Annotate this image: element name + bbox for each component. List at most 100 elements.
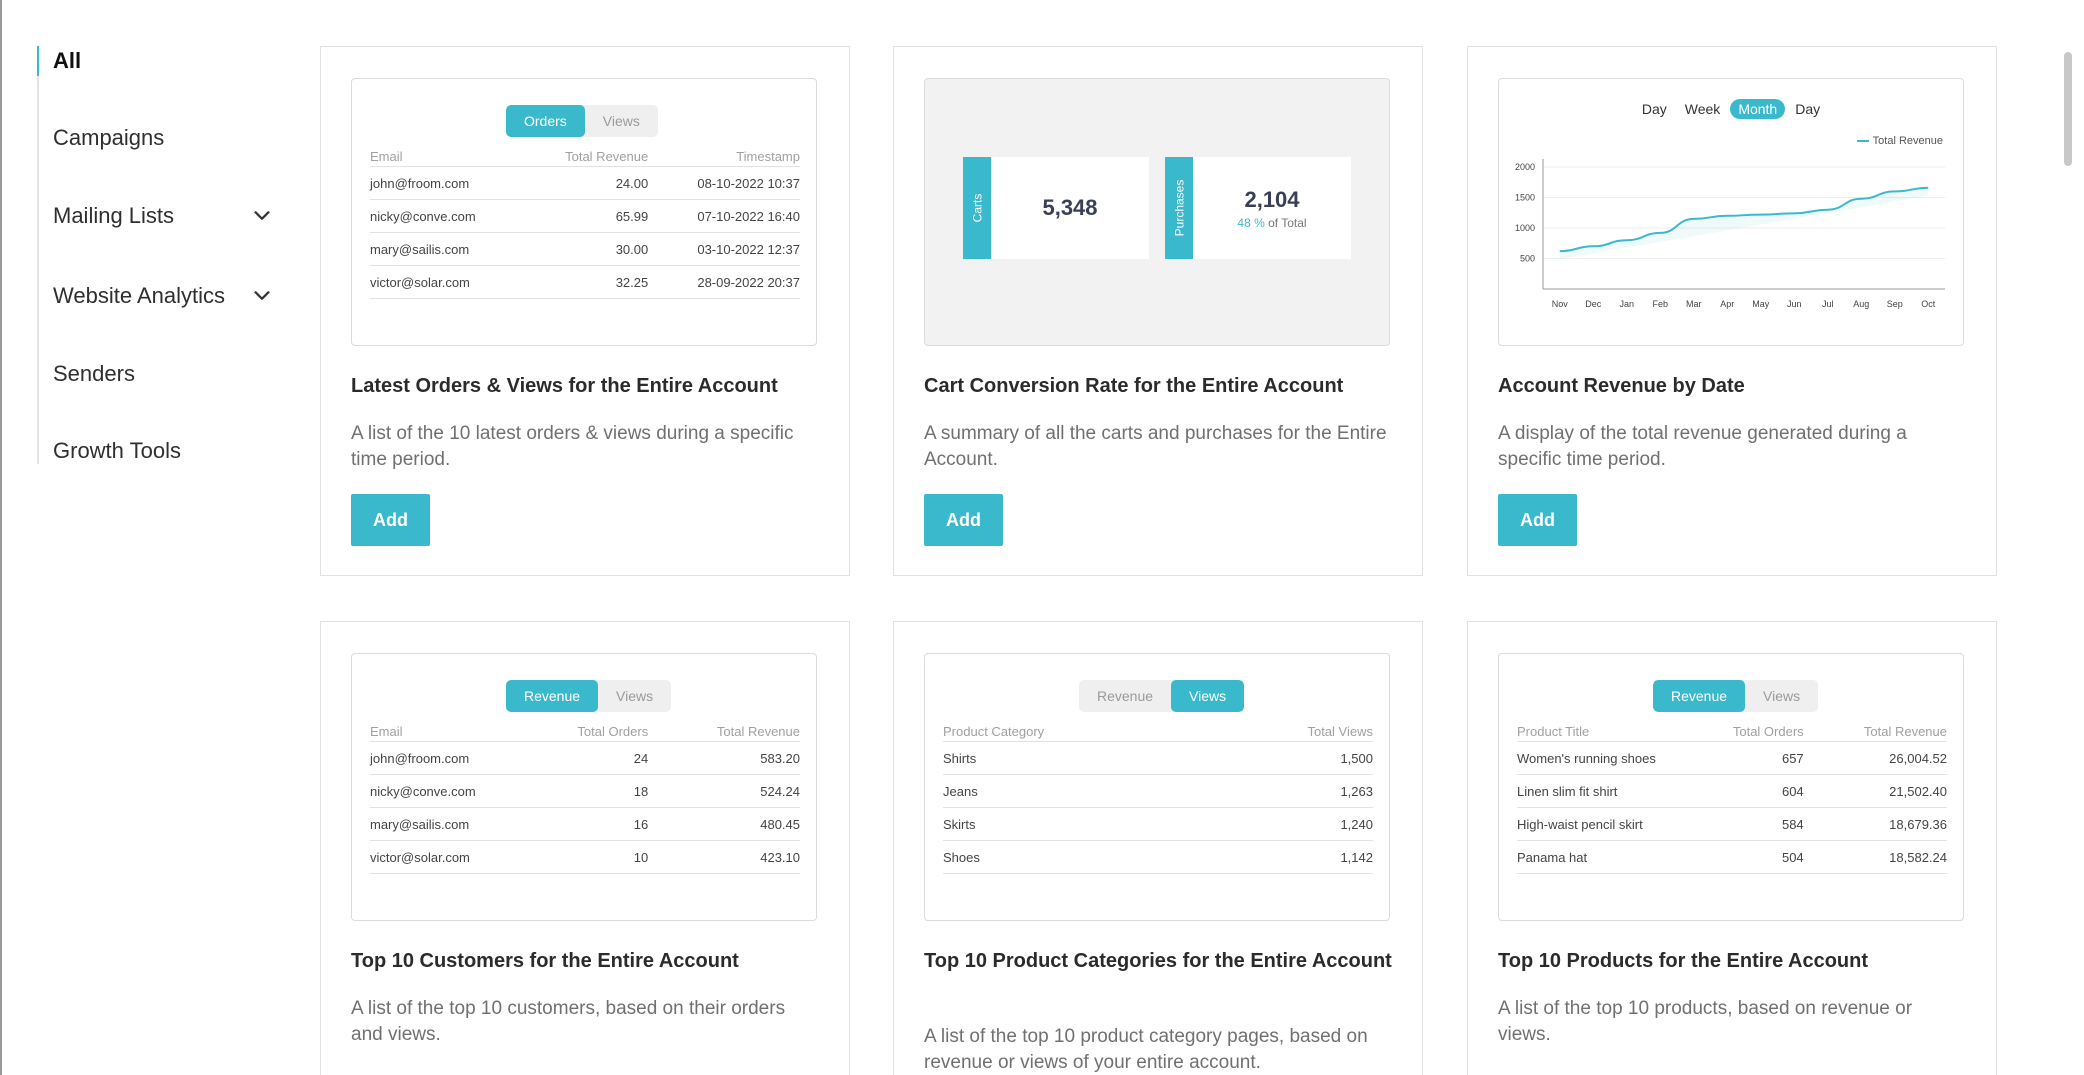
cell-revenue: 30.00	[615, 241, 649, 257]
carts-box: Carts 5,348	[963, 157, 1149, 259]
carts-value: 5,348	[1042, 195, 1098, 220]
legend-label: Total Revenue	[1872, 135, 1943, 147]
cell-orders: 16	[633, 816, 649, 832]
tab-day-2[interactable]: Day	[1795, 101, 1821, 117]
toggle-views[interactable]: Views	[602, 113, 640, 129]
toggle-orders[interactable]: Orders	[506, 105, 585, 137]
table-row: Skirts 1,240	[943, 808, 1373, 841]
x-tick-label: Feb	[1652, 299, 1668, 309]
percent-value: 48 %	[1237, 215, 1265, 230]
page-scrollbar[interactable]	[2064, 52, 2072, 166]
column-header: Total Revenue	[1863, 724, 1947, 739]
chevron-down-icon[interactable]	[251, 205, 273, 227]
cell-email: john@froom.com	[370, 750, 470, 766]
preview-latest-orders: Orders Views Email Total Revenue Timesta…	[351, 78, 817, 346]
card-title: Top 10 Product Categories for the Entire…	[924, 950, 1392, 972]
chart-period-tabs: Day Week Month Day	[1499, 99, 1963, 119]
revenue-views-toggle: Revenue Views	[1079, 680, 1245, 712]
table-row: Panama hat 504 18,582.24	[1517, 841, 1947, 874]
y-tick-label: 500	[1520, 254, 1535, 264]
card-latest-orders: Orders Views Email Total Revenue Timesta…	[320, 46, 850, 576]
toggle-views[interactable]: Views	[1763, 688, 1801, 704]
table-row: Shirts 1,500	[943, 742, 1373, 775]
card-description: A list of the 10 latest orders & views d…	[351, 423, 794, 470]
tab-week[interactable]: Week	[1684, 101, 1721, 117]
cell-product: Women's running shoes	[1517, 750, 1656, 766]
x-tick-label: Aug	[1853, 299, 1869, 309]
orders-views-toggle: Orders Views	[506, 105, 658, 137]
toggle-views[interactable]: Views	[1171, 680, 1245, 712]
column-header: Timestamp	[736, 149, 800, 164]
column-header: Total Revenue	[565, 149, 649, 164]
toggle-revenue[interactable]: Revenue	[506, 680, 599, 712]
cell-category: Jeans	[943, 783, 978, 799]
toggle-revenue[interactable]: Revenue	[1653, 680, 1746, 712]
column-header: Total Orders	[577, 724, 649, 739]
toggle-views[interactable]: Views	[616, 688, 654, 704]
legend-swatch	[1856, 140, 1869, 142]
cell-views: 1,240	[1340, 816, 1373, 832]
cell-revenue: 524.24	[760, 783, 800, 799]
add-button[interactable]: Add	[924, 494, 1003, 546]
column-header: Total Views	[1307, 724, 1373, 739]
x-tick-label: May	[1752, 299, 1770, 309]
cell-views: 1,263	[1340, 783, 1373, 799]
cell-email: nicky@conve.com	[370, 783, 476, 799]
sidebar-item-mailing-lists[interactable]: Mailing Lists	[53, 201, 273, 231]
x-tick-label: Jul	[1822, 299, 1834, 309]
cell-email: mary@sailis.com	[370, 241, 470, 257]
cell-revenue: 18,582.24	[1889, 849, 1947, 865]
cell-orders: 18	[633, 783, 649, 799]
sidebar-item-growth-tools[interactable]: Growth Tools	[53, 436, 273, 466]
sidebar-item-senders[interactable]: Senders	[53, 359, 273, 389]
sidebar-item-label: Senders	[53, 361, 135, 386]
sidebar: All Campaigns Mailing Lists Website Anal…	[37, 46, 287, 464]
series-line-total-revenue	[1559, 186, 1929, 253]
x-tick-label: Jun	[1787, 299, 1802, 309]
window-edge	[0, 0, 2, 1075]
sidebar-item-label: Mailing Lists	[53, 203, 175, 228]
cell-timestamp: 08-10-2022 10:37	[697, 175, 800, 191]
tab-day[interactable]: Day	[1641, 101, 1667, 117]
orders-table: Email Total Revenue Timestamp john@froom…	[370, 147, 800, 299]
card-top-products: Revenue Views Product Title Total Orders…	[1467, 621, 1997, 1075]
y-tick-label: 1500	[1515, 193, 1535, 203]
chevron-down-icon[interactable]	[251, 285, 273, 307]
sidebar-item-campaigns[interactable]: Campaigns	[53, 123, 273, 153]
card-description: A list of the top 10 product category pa…	[924, 1026, 1368, 1073]
percent-suffix: of Total	[1268, 215, 1307, 230]
x-tick-label: Mar	[1686, 299, 1702, 309]
cell-revenue: 480.45	[760, 816, 800, 832]
column-header: Email	[370, 149, 403, 164]
cell-revenue: 26,004.52	[1889, 750, 1947, 766]
cell-views: 1,500	[1340, 750, 1373, 766]
table-row: victor@solar.com 32.25 28-09-2022 20:37	[370, 266, 800, 299]
card-top-customers: Revenue Views Email Total Orders Total R…	[320, 621, 850, 1075]
table-row: victor@solar.com 10 423.10	[370, 841, 800, 874]
tab-month[interactable]: Month	[1730, 99, 1786, 119]
cell-revenue: 21,502.40	[1889, 783, 1947, 799]
purchases-box: Purchases 2,104 48 % of Total	[1165, 157, 1351, 259]
cell-category: Shoes	[943, 849, 980, 865]
card-top-categories: Revenue Views Product Category Total Vie…	[893, 621, 1423, 1075]
table-row: mary@sailis.com 30.00 03-10-2022 12:37	[370, 233, 800, 266]
table-row: Linen slim fit shirt 604 21,502.40	[1517, 775, 1947, 808]
card-revenue-by-date: Day Week Month Day Total Revenue 500 1000…	[1467, 46, 1997, 576]
cell-email: victor@solar.com	[370, 274, 470, 290]
cell-timestamp: 07-10-2022 16:40	[697, 208, 800, 224]
card-description: A summary of all the carts and purchases…	[924, 423, 1387, 470]
table-row: john@froom.com 24 583.20	[370, 742, 800, 775]
sidebar-item-all[interactable]: All	[53, 46, 273, 76]
table-row: mary@sailis.com 16 480.45	[370, 808, 800, 841]
add-button[interactable]: Add	[1498, 494, 1577, 546]
cell-orders: 504	[1781, 849, 1804, 865]
carts-tag: Carts	[963, 157, 991, 259]
cell-orders: 604	[1781, 783, 1804, 799]
carts-label: Carts	[970, 193, 985, 223]
y-tick-label: 1000	[1515, 223, 1535, 233]
add-button[interactable]: Add	[351, 494, 430, 546]
sidebar-item-website-analytics[interactable]: Website Analytics	[53, 281, 273, 311]
sidebar-item-label: Website Analytics	[53, 283, 226, 308]
toggle-revenue[interactable]: Revenue	[1097, 688, 1154, 704]
series-band	[1559, 187, 1929, 260]
